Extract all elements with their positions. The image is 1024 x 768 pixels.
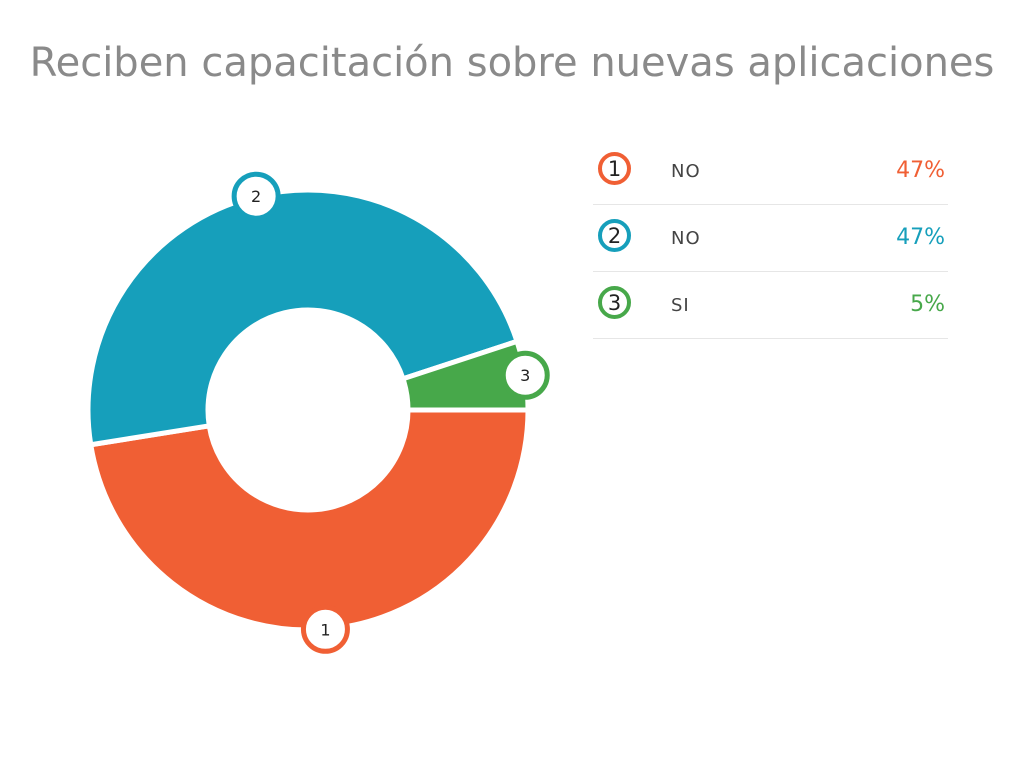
legend-marker: 1 [598,152,631,185]
slice-marker-label: 2 [251,187,261,206]
legend-item: 3 SI 5% [593,272,948,339]
slice-marker: 1 [300,604,350,654]
slice-marker: 3 [500,350,550,400]
slice-marker-circle [231,171,281,221]
legend-value: 47% [896,158,945,183]
legend-item: 1 NO 47% [593,138,948,205]
legend-label: NO [671,228,701,249]
legend-value: 5% [910,292,945,317]
donut-chart: 1 2 3 [85,171,550,654]
legend-label: NO [671,161,701,182]
slice-marker: 2 [231,171,281,221]
slice-marker-label: 1 [320,620,330,639]
slice-marker-circle [500,350,550,400]
legend-marker: 2 [598,219,631,252]
legend-label: SI [671,295,690,316]
donut-slice [87,407,531,633]
legend-item: 2 NO 47% [593,205,948,272]
slice-marker-circle [300,604,350,654]
legend: 1 NO 47% 2 NO 47% 3 SI 5% [593,138,948,339]
legend-marker: 3 [598,286,631,319]
donut-slice [85,187,521,448]
legend-value: 47% [896,225,945,250]
chart-title: Reciben capacitación sobre nuevas aplica… [29,40,995,86]
slice-marker-label: 3 [520,366,530,385]
